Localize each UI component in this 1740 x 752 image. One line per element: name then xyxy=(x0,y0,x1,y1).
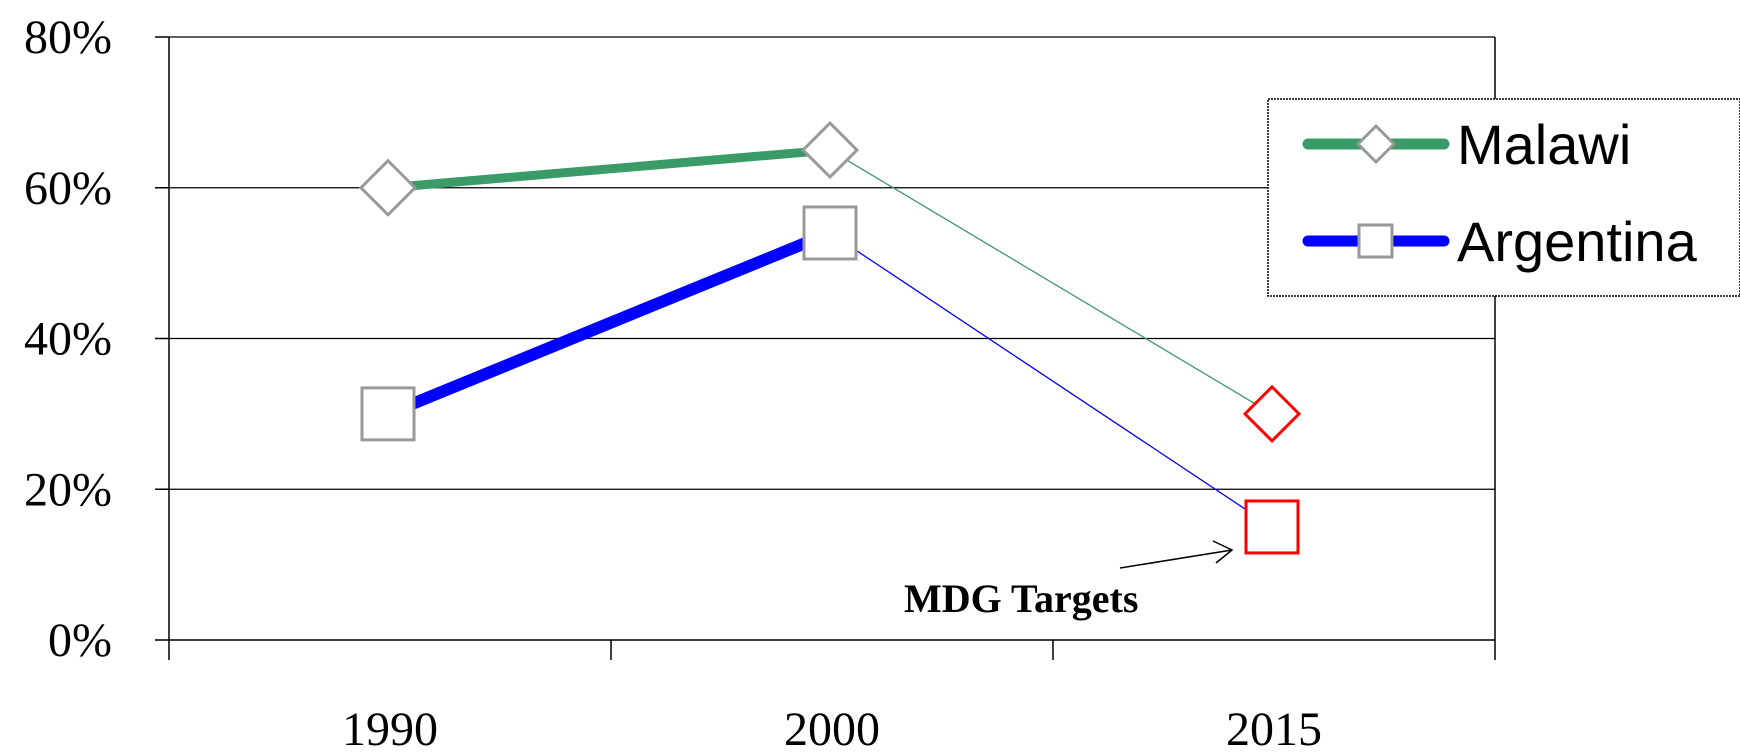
series-argentina xyxy=(360,205,1300,555)
x-axis-ticks: 1990 2000 2015 xyxy=(342,640,1496,752)
x-tick-label: 1990 xyxy=(342,703,438,752)
annotation-arrow-line xyxy=(1119,549,1233,569)
x-tick-label: 2000 xyxy=(784,703,880,752)
series-line-segment xyxy=(387,145,831,193)
projection-line xyxy=(829,149,1273,415)
y-tick-label: 0% xyxy=(48,614,112,667)
y-axis-ticks: 0% 20% 40% 60% 80% xyxy=(24,11,169,667)
series-line-segment xyxy=(385,227,833,420)
y-tick-label: 80% xyxy=(24,11,112,64)
projection-line xyxy=(829,232,1273,528)
data-diamond-marker xyxy=(358,158,418,217)
annotation-label: MDG Targets xyxy=(904,576,1138,621)
legend-item-argentina: Argentina xyxy=(1302,210,1698,273)
series-group xyxy=(358,120,1302,555)
legend-marker-diamond xyxy=(1355,123,1397,165)
data-square-marker xyxy=(360,386,416,442)
legend-item-malawi: Malawi xyxy=(1302,113,1631,176)
target-diamond-marker xyxy=(1242,384,1302,443)
series-malawi xyxy=(358,120,1302,443)
annotation-arrow-head xyxy=(1212,540,1234,564)
y-tick-label: 40% xyxy=(24,313,112,366)
target-square-marker xyxy=(1244,499,1300,555)
legend-box xyxy=(1267,98,1740,297)
legend-label-malawi: Malawi xyxy=(1457,113,1631,176)
y-tick-label: 60% xyxy=(24,162,112,215)
legend-marker-square xyxy=(1357,223,1394,259)
legend-label-argentina: Argentina xyxy=(1457,210,1698,273)
data-diamond-marker xyxy=(800,120,860,180)
legend: Malawi Argentina xyxy=(1267,98,1740,297)
data-square-marker xyxy=(802,205,858,261)
x-tick-label: 2015 xyxy=(1226,703,1322,752)
y-tick-label: 20% xyxy=(24,463,112,516)
mdg-targets-annotation: MDG Targets xyxy=(904,540,1234,621)
